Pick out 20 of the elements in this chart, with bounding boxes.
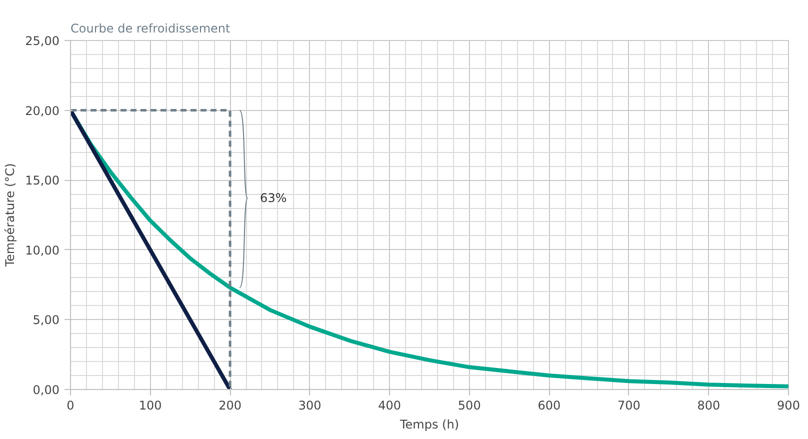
y-tick-label: 0,00 <box>32 383 60 397</box>
y-tick-label: 25,00 <box>25 34 60 48</box>
x-tick-label: 0 <box>66 398 74 412</box>
x-tick-label: 900 <box>777 398 800 412</box>
x-tick-label: 800 <box>697 398 720 412</box>
y-tick-label: 5,00 <box>32 313 60 328</box>
y-tick-label: 20,00 <box>25 104 60 118</box>
x-tick-label: 300 <box>298 398 322 412</box>
x-tick-label: 400 <box>378 398 402 412</box>
x-tick-label: 500 <box>458 398 481 412</box>
y-tick-label: 10,00 <box>25 243 60 258</box>
y-axis-title: Température (°C) <box>3 163 18 268</box>
x-tick-label: 700 <box>617 398 640 412</box>
x-tick-label: 600 <box>538 398 561 412</box>
x-tick-label: 200 <box>218 398 242 412</box>
chart-title: Courbe de refroidissement <box>70 22 231 36</box>
annotation: 63% <box>260 191 287 206</box>
x-axis-title: Temps (h) <box>398 418 460 432</box>
y-tick-label: 15,00 <box>25 174 60 188</box>
x-tick-label: 100 <box>138 398 162 412</box>
